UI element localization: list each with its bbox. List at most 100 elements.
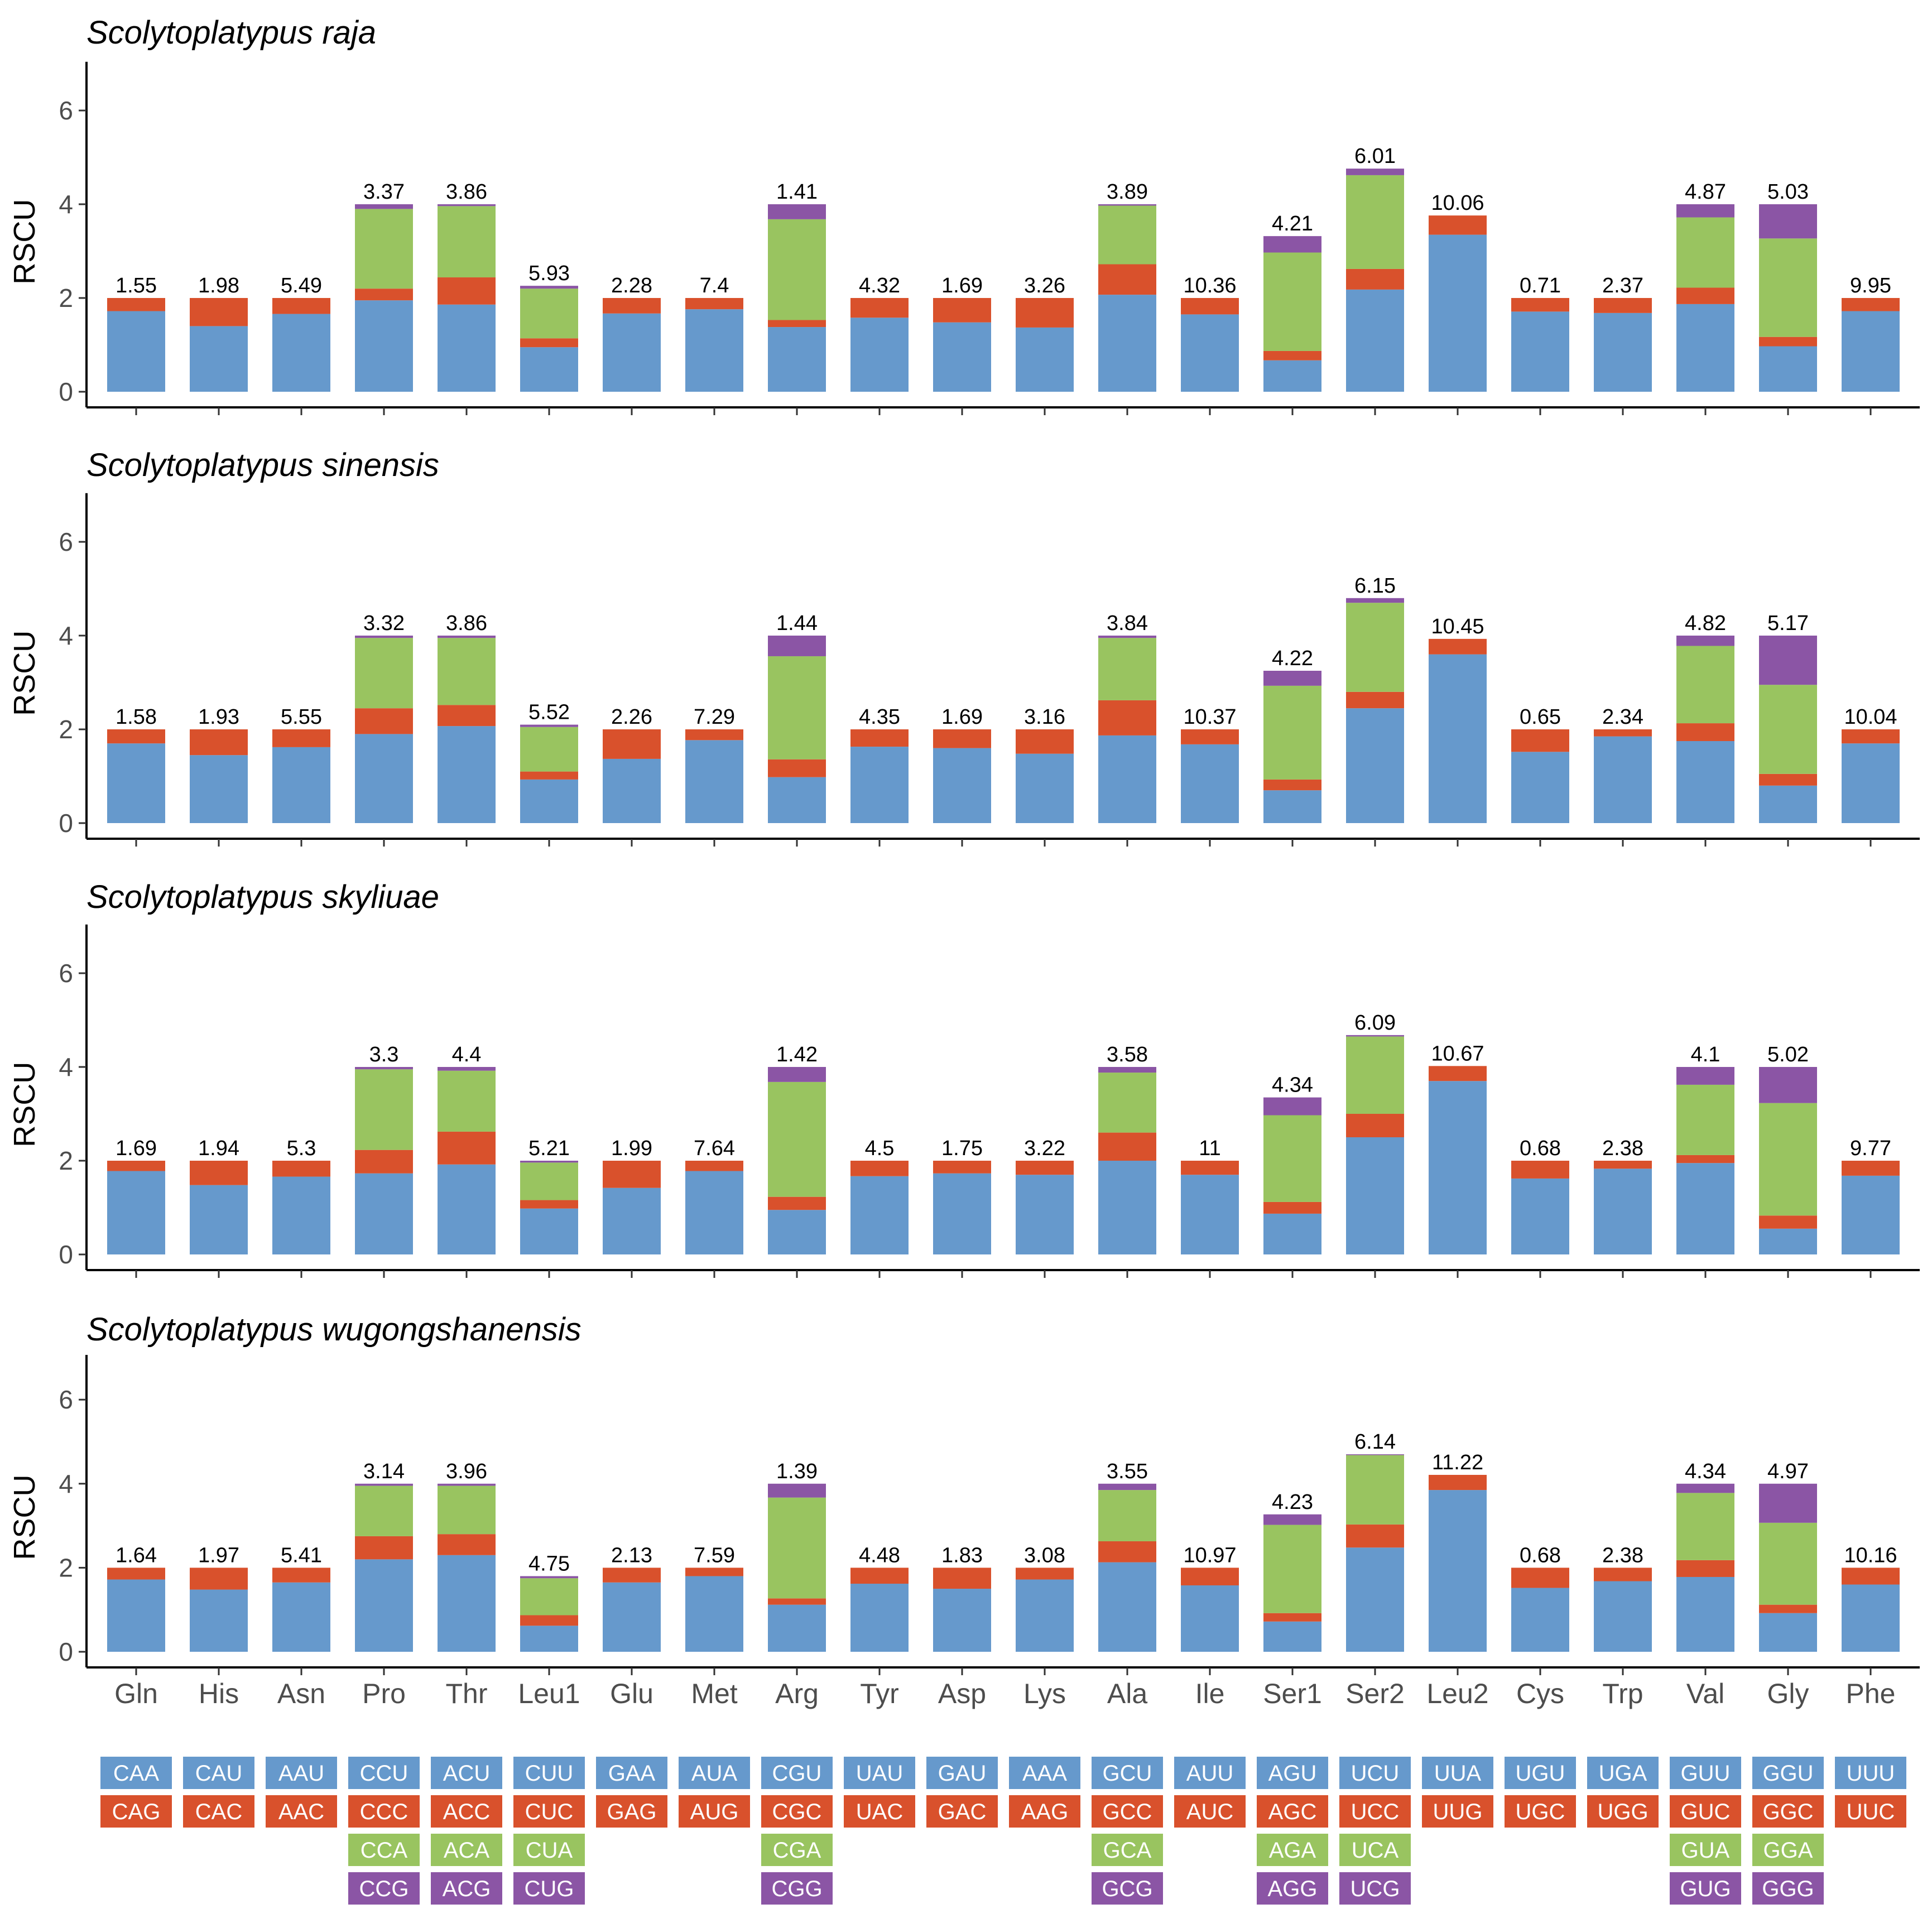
data-label-ser2: 6.15 — [1354, 574, 1396, 598]
bar-segment-pro-1 — [355, 734, 413, 823]
bar-segment-val-2 — [1676, 723, 1734, 741]
bar-segment-val-2 — [1676, 1560, 1734, 1577]
data-label-trp: 2.37 — [1602, 274, 1643, 297]
bar-segment-leu1-4 — [520, 724, 578, 727]
codon-label: CGU — [772, 1761, 822, 1786]
bar-segment-thr-4 — [438, 204, 496, 206]
bar-segment-gly-1 — [1759, 1228, 1817, 1254]
bar-segment-thr-2 — [438, 277, 496, 305]
data-label-lys: 3.26 — [1024, 274, 1065, 297]
bar-segment-phe-1 — [1842, 743, 1900, 823]
bar-segment-leu1-3 — [520, 1162, 578, 1200]
bar-segment-leu1-3 — [520, 289, 578, 339]
codon-box — [679, 1757, 750, 1789]
bar-segment-tyr-1 — [850, 747, 909, 823]
codon-label: AUA — [691, 1761, 738, 1786]
data-label-gln: 1.55 — [116, 274, 157, 297]
data-label-ile: 10.97 — [1183, 1544, 1236, 1567]
bar-segment-thr-3 — [438, 1485, 496, 1535]
bar-segment-phe-2 — [1842, 298, 1900, 311]
bar-segment-asn-1 — [272, 747, 330, 823]
x-tick-label: Lys — [1023, 1678, 1066, 1709]
codon-label: AUU — [1186, 1761, 1233, 1786]
bar-segment-arg-4 — [768, 1067, 826, 1082]
codon-box — [1257, 1872, 1328, 1905]
codon-box — [431, 1757, 502, 1789]
data-label-ala: 3.55 — [1107, 1460, 1148, 1483]
data-label-lys: 3.08 — [1024, 1544, 1065, 1567]
data-label-asp: 1.69 — [941, 705, 983, 729]
codon-box — [513, 1757, 585, 1789]
data-label-tyr: 4.5 — [865, 1137, 895, 1160]
bar-segment-asp-2 — [933, 729, 991, 748]
bar-segment-met-2 — [685, 1161, 743, 1171]
codon-box — [431, 1795, 502, 1828]
bar-segment-leu1-2 — [520, 771, 578, 780]
codon-label: GUU — [1681, 1761, 1731, 1786]
bar-segment-ile-2 — [1181, 298, 1239, 315]
x-tick-label: Gln — [114, 1678, 158, 1709]
codon-box — [926, 1757, 998, 1789]
data-label-trp: 2.38 — [1602, 1544, 1643, 1567]
bar-segment-leu2-1 — [1429, 1490, 1487, 1652]
bar-segment-arg-4 — [768, 204, 826, 219]
bar-segment-thr-2 — [438, 1534, 496, 1555]
bar-segment-pro-1 — [355, 1173, 413, 1254]
codon-label: AAA — [1022, 1761, 1067, 1786]
bar-segment-trp-2 — [1594, 298, 1652, 313]
bar-segment-glu-1 — [603, 313, 661, 392]
data-label-leu1: 5.93 — [528, 262, 570, 285]
codon-box — [1339, 1795, 1411, 1828]
bar-segment-tyr-1 — [850, 318, 909, 392]
bar-segment-met-2 — [685, 298, 743, 310]
bar-segment-ala-3 — [1098, 205, 1156, 265]
bar-segment-his-2 — [190, 298, 248, 326]
bar-segment-his-2 — [190, 1568, 248, 1590]
codon-box — [100, 1795, 172, 1828]
y-tick-label: 2 — [59, 1553, 73, 1582]
data-label-gly: 4.97 — [1767, 1460, 1809, 1483]
bar-segment-asp-2 — [933, 298, 991, 323]
bar-segment-ser1-4 — [1263, 1097, 1321, 1116]
codon-box — [1505, 1757, 1576, 1789]
bar-segment-leu2-2 — [1429, 1066, 1487, 1081]
data-label-arg: 1.39 — [776, 1460, 818, 1483]
data-label-val: 4.87 — [1685, 180, 1726, 204]
codon-label: GGC — [1762, 1800, 1813, 1824]
bar-segment-leu1-1 — [520, 347, 578, 392]
bar-segment-ser2-1 — [1346, 1137, 1404, 1254]
data-label-met: 7.4 — [700, 274, 729, 297]
bar-segment-ala-4 — [1098, 1067, 1156, 1073]
codon-label: UCU — [1351, 1761, 1400, 1786]
bar-segment-leu2-2 — [1429, 215, 1487, 235]
codon-label: AGG — [1268, 1877, 1318, 1901]
data-label-ser2: 6.01 — [1354, 145, 1396, 168]
bar-segment-leu2-1 — [1429, 234, 1487, 392]
bar-segment-leu1-4 — [520, 286, 578, 289]
codon-label: CGG — [771, 1877, 822, 1901]
codon-label: AUG — [690, 1800, 739, 1824]
bar-segment-phe-1 — [1842, 1584, 1900, 1652]
bar-segment-gly-4 — [1759, 1483, 1817, 1523]
bar-segment-gly-4 — [1759, 636, 1817, 685]
y-tick-label: 0 — [59, 1240, 73, 1269]
data-label-ala: 3.84 — [1107, 612, 1148, 635]
bar-segment-glu-2 — [603, 1161, 661, 1188]
bar-segment-ile-1 — [1181, 1175, 1239, 1254]
bar-segment-gly-3 — [1759, 1103, 1817, 1216]
bar-segment-gln-2 — [107, 1161, 165, 1171]
bar-segment-trp-1 — [1594, 1581, 1652, 1652]
bar-segment-ser1-2 — [1263, 779, 1321, 791]
bar-segment-pro-4 — [355, 1067, 413, 1070]
y-tick-label: 4 — [59, 621, 73, 650]
bar-segment-tyr-2 — [850, 1568, 909, 1584]
codon-box — [1587, 1757, 1659, 1789]
codon-box — [926, 1795, 998, 1828]
bar-segment-ala-3 — [1098, 1490, 1156, 1541]
codon-label: UUA — [1434, 1761, 1482, 1786]
bar-segment-ser1-4 — [1263, 671, 1321, 686]
codon-label: UAU — [856, 1761, 903, 1786]
x-tick-label: Gly — [1767, 1678, 1809, 1709]
codon-box — [431, 1872, 502, 1905]
bar-segment-gly-3 — [1759, 1522, 1817, 1605]
